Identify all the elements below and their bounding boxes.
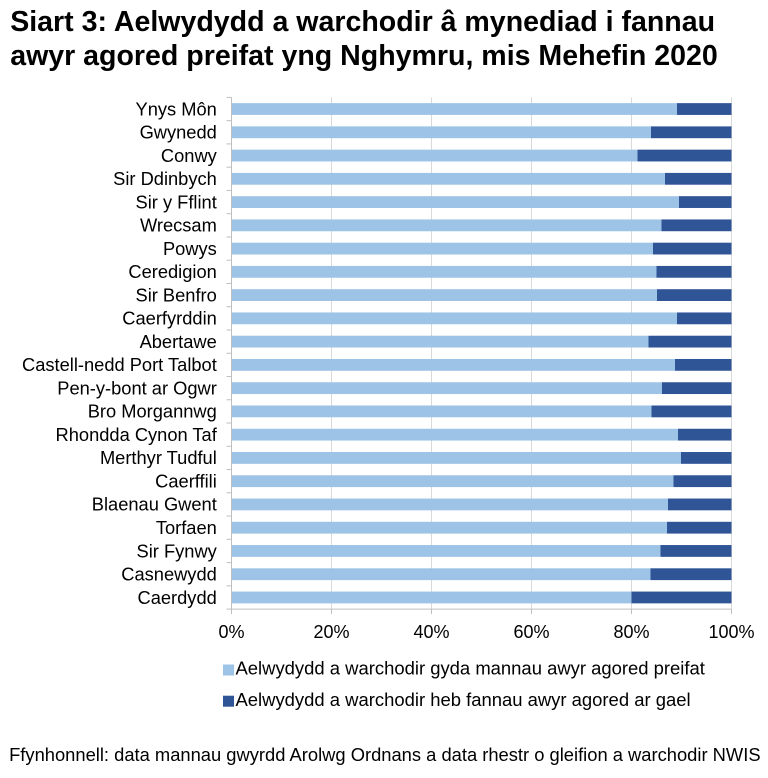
svg-text:Aelwydydd a warchodir gyda man: Aelwydydd a warchodir gyda mannau awyr a… (236, 658, 705, 679)
svg-text:Gwynedd: Gwynedd (140, 122, 217, 143)
svg-text:Merthyr Tudful: Merthyr Tudful (100, 447, 217, 468)
svg-text:Sir Benfro: Sir Benfro (136, 284, 217, 305)
svg-text:Siart 3: Aelwydydd a warchodir: Siart 3: Aelwydydd a warchodir â mynedia… (10, 6, 715, 38)
svg-text:Torfaen: Torfaen (156, 517, 217, 538)
svg-text:Sir y Fflint: Sir y Fflint (136, 191, 217, 212)
svg-text:Abertawe: Abertawe (140, 331, 217, 352)
svg-text:Ffynhonnell: data mannau gwyrd: Ffynhonnell: data mannau gwyrdd Arolwg O… (9, 744, 760, 765)
svg-text:Caerdydd: Caerdydd (138, 587, 217, 608)
svg-text:Wrecsam: Wrecsam (140, 215, 217, 236)
svg-text:awyr agored preifat yng Nghymr: awyr agored preifat yng Nghymru, mis Meh… (10, 40, 718, 72)
svg-text:100%: 100% (708, 622, 754, 642)
svg-text:Sir Fynwy: Sir Fynwy (137, 540, 218, 561)
svg-text:Sir Ddinbych: Sir Ddinbych (113, 168, 217, 189)
svg-text:Ceredigion: Ceredigion (128, 261, 216, 282)
svg-text:Bro Morgannwg: Bro Morgannwg (88, 401, 217, 422)
svg-text:Caerfyrddin: Caerfyrddin (122, 308, 217, 329)
svg-text:Rhondda Cynon Taf: Rhondda Cynon Taf (56, 424, 218, 445)
svg-text:Conwy: Conwy (161, 145, 218, 166)
svg-text:Pen-y-bont ar Ogwr: Pen-y-bont ar Ogwr (57, 377, 217, 398)
svg-text:80%: 80% (613, 622, 649, 642)
svg-text:60%: 60% (513, 622, 549, 642)
svg-text:0%: 0% (218, 622, 244, 642)
svg-text:Castell-nedd Port Talbot: Castell-nedd Port Talbot (22, 354, 217, 375)
svg-text:Powys: Powys (163, 238, 217, 259)
svg-text:20%: 20% (313, 622, 349, 642)
svg-text:Caerffili: Caerffili (155, 470, 217, 491)
svg-text:Blaenau Gwent: Blaenau Gwent (92, 494, 217, 515)
svg-text:Aelwydydd a warchodir heb fann: Aelwydydd a warchodir heb fannau awyr ag… (236, 689, 691, 710)
svg-text:Casnewydd: Casnewydd (121, 564, 217, 585)
svg-text:Ynys Môn: Ynys Môn (136, 98, 217, 119)
svg-text:40%: 40% (413, 622, 449, 642)
